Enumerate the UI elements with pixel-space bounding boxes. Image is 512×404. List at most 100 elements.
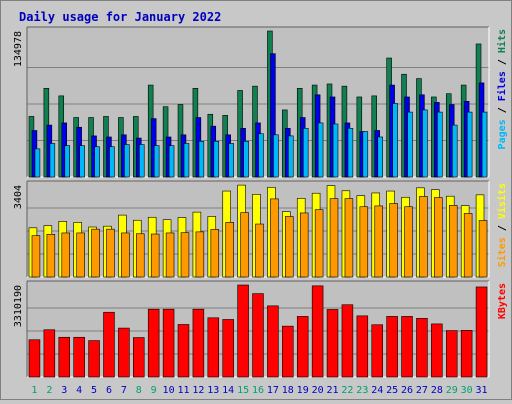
bar-sites-day-25 [389,203,398,278]
bar-sites-day-4 [76,232,85,278]
bar-pages-day-23 [362,131,369,178]
x-tick-label-day-13: 13 [207,385,219,396]
bar-kbytes-day-26 [401,316,413,378]
x-tick-label-day-23: 23 [356,385,368,396]
bar-pages-day-29 [451,124,458,178]
bar-sites-day-6 [106,228,115,278]
bar-kbytes-day-1 [28,339,41,378]
x-tick-label-day-20: 20 [312,385,324,396]
legend-pages-files-hits: Pages / Files / Hits [496,29,508,149]
x-tick-label-day-18: 18 [282,385,294,396]
x-tick-label-day-25: 25 [386,385,398,396]
bar-kbytes-day-13 [207,317,220,378]
bar-pages-day-27 [422,109,428,178]
x-tick-label-day-16: 16 [252,385,264,396]
x-tick-label-day-6: 6 [106,385,112,396]
x-tick-label-day-31: 31 [476,385,488,396]
legend-part-1: / [497,101,508,119]
legend-part-2: Visits [496,183,508,219]
bar-pages-day-31 [481,111,488,178]
legend-sites-visits: Sites / Visits [496,183,508,267]
bar-sites-day-5 [91,228,100,278]
bar-kbytes-day-8 [133,337,145,378]
x-tick-label-day-2: 2 [46,385,52,396]
bar-pages-day-21 [332,123,339,178]
bar-pages-day-14 [228,143,234,178]
bar-pages-day-25 [392,103,398,178]
x-tick-label-day-15: 15 [237,385,249,396]
legend-kbytes: KBytes [497,283,508,319]
bar-sites-day-26 [404,206,413,278]
bar-pages-day-6 [109,146,115,178]
y-max-label: 134978 [13,31,24,67]
bar-pages-day-30 [466,111,473,178]
bar-pages-day-17 [273,134,279,178]
bar-kbytes-day-7 [118,327,130,378]
bar-sites-day-2 [46,233,56,278]
bar-kbytes-day-10 [162,308,175,378]
chart-panels: 134978 Pages / Files / Hits 3404 Sites / Vi… [13,26,508,378]
bar-kbytes-day-19 [296,316,309,378]
bar-sites-day-28 [434,197,443,278]
x-axis-day-labels: 1 2 3 4 5 6 7 8 9 10 11 12 13 14 15 16 17 18 19 20 21 22 23 24 2… [31,385,487,396]
bar-pages-day-13 [213,141,220,178]
bar-sites-day-29 [448,205,458,278]
legend-part-0: Sites [496,237,508,267]
x-tick-label-day-26: 26 [401,385,413,396]
x-tick-label-day-7: 7 [121,385,127,396]
x-tick-label-day-5: 5 [91,385,97,396]
x-tick-label-day-9: 9 [151,385,157,396]
bar-kbytes-day-24 [371,324,383,378]
bar-kbytes-day-31 [475,286,488,378]
x-tick-label-day-10: 10 [163,385,175,396]
x-tick-label-day-12: 12 [192,385,204,396]
bar-kbytes-day-25 [386,316,398,378]
bar-kbytes-day-14 [222,319,234,378]
bar-sites-day-13 [210,229,220,278]
bar-sites-day-23 [359,206,369,278]
bar-pages-day-16 [258,133,264,178]
bar-kbytes-day-3 [58,336,71,378]
legend-part-0: KBytes [497,283,508,319]
bar-pages-day-18 [288,135,294,178]
bar-sites-day-27 [419,196,428,278]
chart-title: Daily usage for January 2022 [19,10,221,24]
bar-kbytes-day-17 [267,305,279,378]
bar-sites-day-16 [255,223,264,278]
bar-sites-day-1 [31,235,41,278]
bar-sites-day-12 [195,231,205,278]
bar-sites-day-30 [463,213,473,278]
panel-2: 3404 Sites / Visits [13,180,508,278]
legend-part-2: Files [496,71,508,101]
x-tick-label-day-27: 27 [416,385,428,396]
bar-sites-day-8 [136,233,145,278]
bar-kbytes-day-9 [147,308,160,378]
bar-kbytes-day-11 [177,324,190,378]
bar-pages-day-4 [79,145,85,178]
x-tick-label-day-28: 28 [431,385,443,396]
x-tick-label-day-3: 3 [61,385,67,396]
x-tick-label-day-21: 21 [326,385,338,396]
bar-pages-day-5 [94,146,100,178]
legend-part-3: / [497,53,508,71]
bar-kbytes-day-22 [341,304,354,378]
bar-sites-day-31 [478,220,488,278]
bar-kbytes-day-6 [103,311,115,378]
bar-sites-day-10 [165,232,175,278]
bar-pages-day-12 [198,141,205,178]
bar-kbytes-day-2 [43,329,56,378]
bar-pages-day-19 [302,128,309,178]
bar-files-day-17 [270,53,276,178]
x-tick-label-day-1: 1 [31,385,37,396]
x-tick-label-day-29: 29 [446,385,458,396]
bar-pages-day-24 [377,136,383,178]
bar-kbytes-day-18 [282,325,294,378]
bar-sites-day-14 [225,222,234,278]
bar-sites-day-9 [150,233,160,278]
bar-kbytes-day-28 [431,323,443,378]
bar-pages-day-3 [64,145,71,178]
panel-1: 134978 Pages / Files / Hits [13,26,508,178]
bar-sites-day-22 [344,198,354,278]
x-tick-label-day-4: 4 [76,385,82,396]
